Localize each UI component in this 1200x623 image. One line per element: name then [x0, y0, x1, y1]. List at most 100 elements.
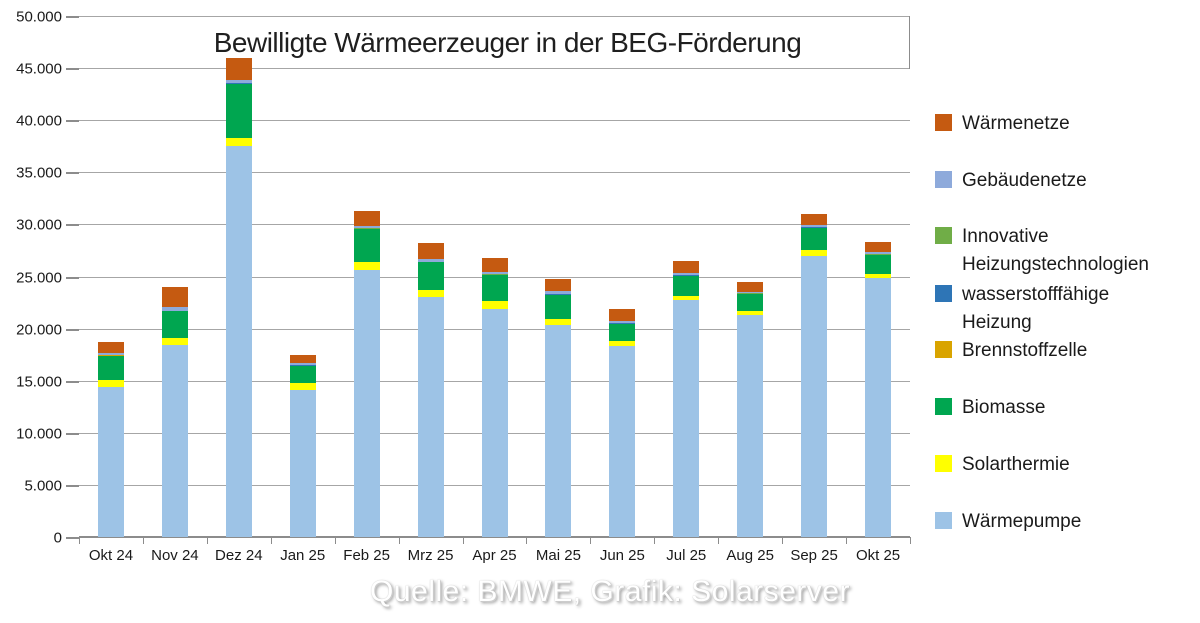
- legend-label: wasserstofffähige Heizung: [962, 284, 1110, 333]
- bar-segment: [481, 258, 508, 272]
- gridline-0: [79, 536, 910, 538]
- bar-jan-25: [289, 355, 316, 537]
- source-caption: Quelle: BMWE, Grafik: Solarserver: [370, 575, 850, 608]
- legend-label: Innovative Heizungstechnologien: [962, 226, 1149, 275]
- y-axis-tick: [66, 537, 79, 539]
- bar-segment: [225, 58, 252, 81]
- bar-segment: [673, 275, 700, 296]
- bar-dez-24: [225, 58, 252, 537]
- bar-segment: [481, 271, 508, 275]
- x-axis-tick: [142, 537, 144, 544]
- x-axis-label: Jul 25: [666, 547, 707, 564]
- bar-segment: [801, 224, 828, 228]
- y-axis-tick: [66, 224, 79, 227]
- gridline-35.000: [79, 172, 910, 174]
- y-axis-tick: [66, 120, 79, 123]
- bar-segment: [97, 380, 124, 387]
- x-axis-label: Apr 25: [472, 547, 517, 564]
- x-axis-tick: [718, 537, 720, 544]
- x-axis-label: Mrz 25: [407, 547, 454, 564]
- bar-segment: [417, 258, 444, 262]
- y-axis-label: 25.000: [16, 269, 62, 286]
- y-axis-tick: [66, 328, 79, 331]
- bar-okt-25: [865, 241, 892, 537]
- legend-swatch: [935, 398, 952, 415]
- legend-label: Brennstoffzelle: [962, 340, 1088, 361]
- legend-swatch: [935, 512, 952, 529]
- bar-nov-24: [161, 287, 188, 537]
- legend-item-wasserstofffähige: wasserstofffähige Heizung: [935, 281, 1109, 337]
- x-axis-tick: [270, 537, 272, 544]
- bar-segment: [673, 300, 700, 537]
- y-axis-label: 35.000: [16, 164, 62, 182]
- gridline-50.000: [79, 16, 910, 17]
- legend-swatch: [935, 114, 952, 131]
- bar-segment: [737, 310, 764, 316]
- bar-jul-25: [673, 260, 700, 537]
- y-axis-label: 20.000: [16, 321, 62, 339]
- x-axis-label: Okt 24: [88, 547, 134, 564]
- bar-segment: [545, 291, 572, 295]
- y-axis-label: 15.000: [16, 373, 62, 391]
- bar-segment: [545, 295, 572, 319]
- y-axis-label: 10.000: [16, 425, 62, 443]
- legend-item-biomasse: Biomasse: [935, 394, 1045, 422]
- legend-item-innovative: Innovative Heizungstechnologien: [935, 223, 1149, 279]
- bar-segment: [97, 352, 124, 355]
- y-axis-tick: [66, 484, 79, 487]
- bar-segment: [865, 241, 892, 253]
- bar-segment: [417, 289, 444, 297]
- bar-segment: [481, 308, 508, 537]
- bar-segment: [353, 210, 380, 226]
- legend-swatch: [935, 227, 952, 244]
- x-axis-label: Nov 24: [151, 547, 199, 564]
- x-axis-label: Jun 25: [599, 547, 645, 564]
- bar-segment: [161, 287, 188, 307]
- bar-segment: [609, 323, 636, 342]
- bar-segment: [737, 315, 764, 537]
- y-axis-tick: [66, 276, 79, 279]
- x-axis-label: Mai 25: [535, 547, 581, 564]
- gridline-30.000: [79, 224, 910, 226]
- bar-segment: [161, 345, 188, 537]
- bar-segment: [673, 260, 700, 274]
- bar-segment: [417, 262, 444, 290]
- bar-segment: [865, 273, 892, 278]
- bar-segment: [865, 252, 892, 255]
- bar-segment: [737, 282, 764, 292]
- y-axis-label: 30.000: [16, 216, 62, 234]
- bar-segment: [545, 279, 572, 292]
- y-axis-label: 0: [53, 529, 62, 547]
- y-axis-label: 50.000: [16, 8, 62, 26]
- x-axis-tick: [462, 537, 464, 544]
- bar-segment: [353, 229, 380, 263]
- x-axis-label: Feb 25: [343, 547, 390, 564]
- bar-segment: [801, 255, 828, 537]
- bar-segment: [225, 83, 252, 139]
- legend-label: Biomasse: [962, 397, 1046, 418]
- bar-jun-25: [609, 308, 636, 537]
- bar-segment: [289, 355, 316, 363]
- x-axis-tick: [398, 537, 400, 544]
- bar-segment: [161, 311, 188, 338]
- y-axis-tick: [66, 68, 79, 71]
- legend-swatch: [935, 285, 952, 302]
- bar-segment: [609, 346, 636, 537]
- bar-segment: [225, 80, 252, 83]
- bar-segment: [161, 338, 188, 346]
- bar-apr-25: [481, 258, 508, 537]
- legend-label: Solarthermie: [962, 454, 1070, 475]
- bar-segment: [545, 318, 572, 326]
- bar-segment: [801, 250, 828, 256]
- x-axis-tick: [910, 537, 911, 544]
- plot-right-border-fragment: [909, 16, 910, 69]
- bar-segment: [97, 386, 124, 537]
- legend-swatch: [935, 171, 952, 188]
- bar-segment: [97, 341, 124, 353]
- y-axis-label: 40.000: [16, 112, 62, 130]
- bar-segment: [353, 262, 380, 270]
- gridline-40.000: [79, 120, 910, 122]
- chart-title: Bewilligte Wärmeerzeuger in der BEG-Förd…: [213, 27, 802, 58]
- y-axis-tick: [66, 380, 79, 383]
- y-axis-tick: [66, 172, 79, 175]
